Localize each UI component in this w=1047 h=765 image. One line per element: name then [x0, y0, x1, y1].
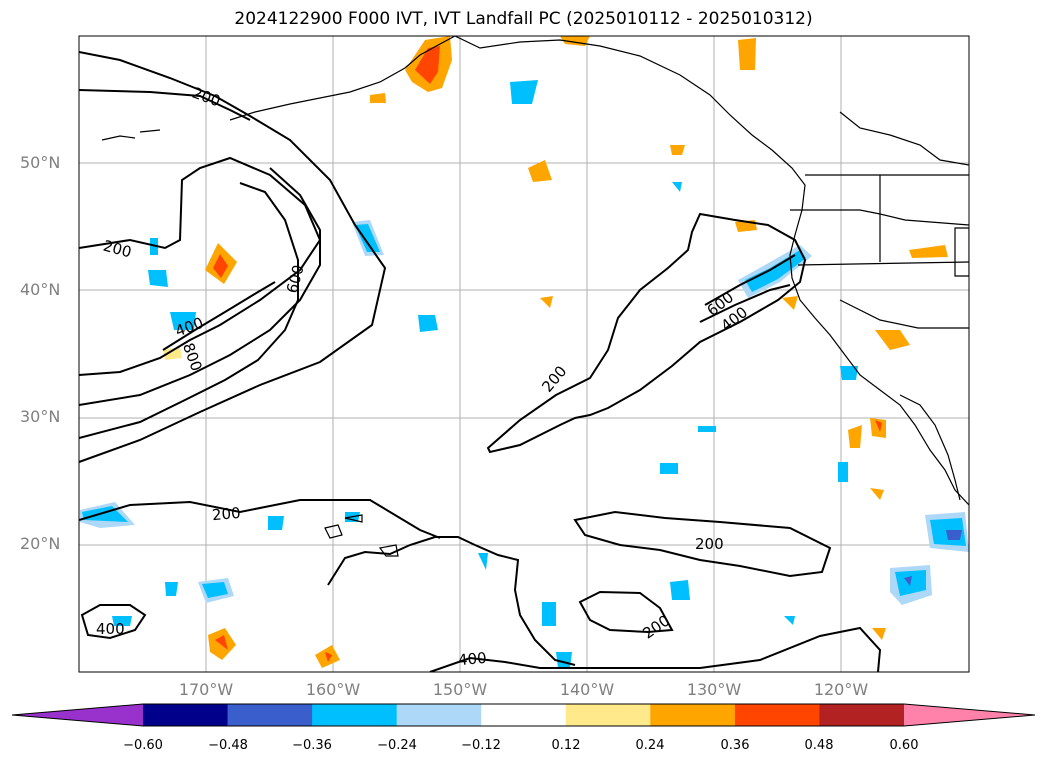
map-title: 2024122900 F000 IVT, IVT Landfall PC (20… — [234, 9, 813, 29]
colorbar-tick: −0.36 — [292, 738, 332, 753]
colorbar-extend-max — [904, 704, 1035, 726]
map-frame — [78, 35, 970, 673]
colorbar-tick: 0.60 — [889, 738, 919, 753]
positive-anomalies — [163, 36, 948, 668]
contour-label: 400 — [457, 648, 488, 670]
lat-label: 20°N — [20, 534, 61, 553]
colorbar-segment — [481, 704, 567, 726]
colorbar-tick: 0.24 — [635, 738, 665, 753]
colorbar-extend-min — [12, 704, 143, 726]
lat-label: 50°N — [20, 153, 61, 172]
lat-label: 30°N — [20, 407, 61, 426]
colorbar-segment — [819, 704, 905, 726]
colorbar-tick: −0.60 — [123, 738, 163, 753]
contour-label: 200 — [695, 535, 724, 553]
coastlines — [101, 36, 969, 557]
lon-label: 150°W — [432, 680, 488, 699]
colorbar-tick: −0.48 — [208, 738, 248, 753]
colorbar-segment — [734, 704, 820, 726]
colorbar-tick: −0.12 — [461, 738, 501, 753]
colorbar-tick: 0.36 — [720, 738, 750, 753]
lat-label: 40°N — [20, 280, 61, 299]
ivt-map — [78, 35, 970, 673]
contour-label: 400 — [96, 620, 125, 638]
lon-label: 120°W — [813, 680, 869, 699]
colorbar-segment — [227, 704, 313, 726]
colorbar-segment — [565, 704, 651, 726]
colorbar-segment — [312, 704, 398, 726]
colorbar-tick: 0.12 — [551, 738, 581, 753]
colorbar-segment — [143, 704, 229, 726]
lon-label: 140°W — [559, 680, 615, 699]
lon-label: 130°W — [686, 680, 742, 699]
colorbar-tick: 0.48 — [804, 738, 834, 753]
colorbar-outline — [11, 703, 1036, 727]
gridlines — [79, 36, 969, 672]
negative-anomalies — [80, 80, 969, 668]
ivt-contours — [79, 51, 882, 672]
colorbar-tick: −0.24 — [377, 738, 417, 753]
lon-label: 170°W — [178, 680, 234, 699]
lon-label: 160°W — [305, 680, 361, 699]
contour-label: 200 — [211, 503, 242, 525]
colorbar-segment — [396, 704, 482, 726]
colorbar-segment — [650, 704, 736, 726]
colorbar-segments — [12, 704, 1035, 726]
